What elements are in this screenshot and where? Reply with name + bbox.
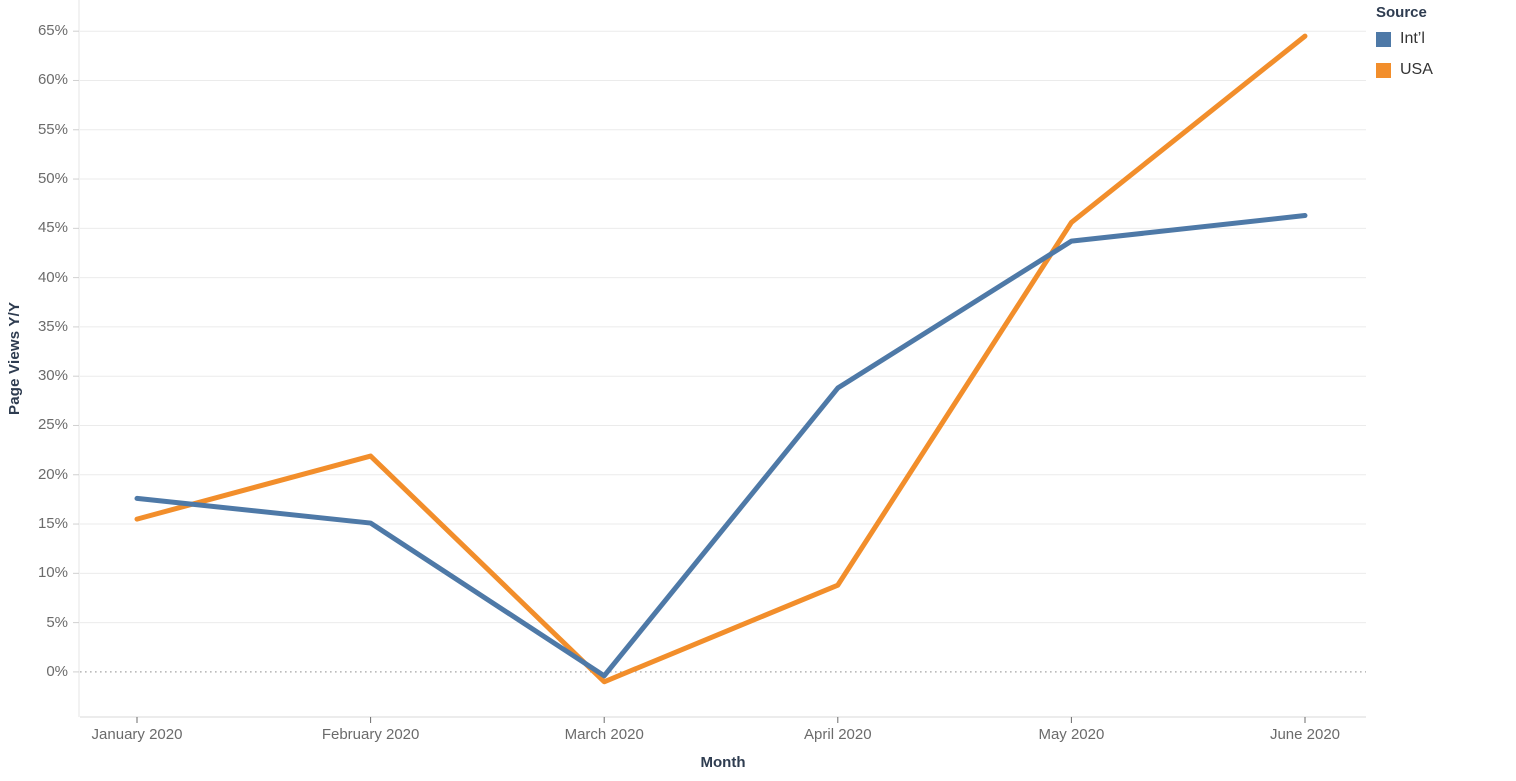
y-tick-label: 10%: [37, 564, 68, 582]
y-axis-title: Page Views Y/Y: [6, 301, 23, 416]
x-axis-tick-labels: January 2020 February 2020 March 2020 April…: [0, 726, 1516, 746]
y-tick-label: 20%: [37, 465, 68, 483]
y-tick-label: 55%: [37, 120, 68, 138]
y-tick-label: 35%: [37, 317, 68, 335]
legend-item-label: Int’l: [1400, 30, 1425, 47]
legend-item-intl[interactable]: Int’l: [1376, 30, 1516, 48]
intl-series-swatch-icon: [1376, 31, 1391, 47]
x-tick-label: June 2020: [1269, 726, 1341, 743]
legend-title: Source: [1376, 4, 1427, 21]
x-tick-label: January 2020: [91, 726, 183, 743]
x-tick-label: April 2020: [804, 726, 872, 743]
y-tick-label: 5%: [46, 613, 68, 631]
y-tick-label: 25%: [37, 416, 68, 434]
y-tick-label: 15%: [37, 515, 68, 533]
legend-item-usa[interactable]: USA: [1376, 61, 1516, 79]
x-tick-label: May 2020: [1038, 726, 1105, 743]
x-axis-title: Month: [700, 754, 746, 771]
y-tick-label: 40%: [37, 268, 68, 286]
usa-series-swatch-icon: [1376, 62, 1391, 78]
y-tick-label: 50%: [37, 170, 68, 188]
y-tick-label: 0%: [46, 662, 68, 680]
y-tick-label: 60%: [37, 71, 68, 89]
y-tick-label: 45%: [37, 219, 68, 237]
y-tick-label: 30%: [37, 367, 68, 385]
legend-item-label: USA: [1400, 61, 1433, 78]
y-axis-tick-labels: 0% 5% 10% 15% 20% 25% 30% 35% 40% 45% 50% 55% 60% 65%: [0, 0, 80, 781]
x-tick-label: March 2020: [564, 726, 644, 743]
series-line-intl[interactable]: [134, 213, 1308, 679]
series-line-usa[interactable]: [134, 33, 1308, 685]
y-tick-label: 65%: [37, 22, 68, 40]
legend: Source Int’l USA: [1376, 4, 1516, 92]
x-tick-label: February 2020: [321, 726, 420, 743]
